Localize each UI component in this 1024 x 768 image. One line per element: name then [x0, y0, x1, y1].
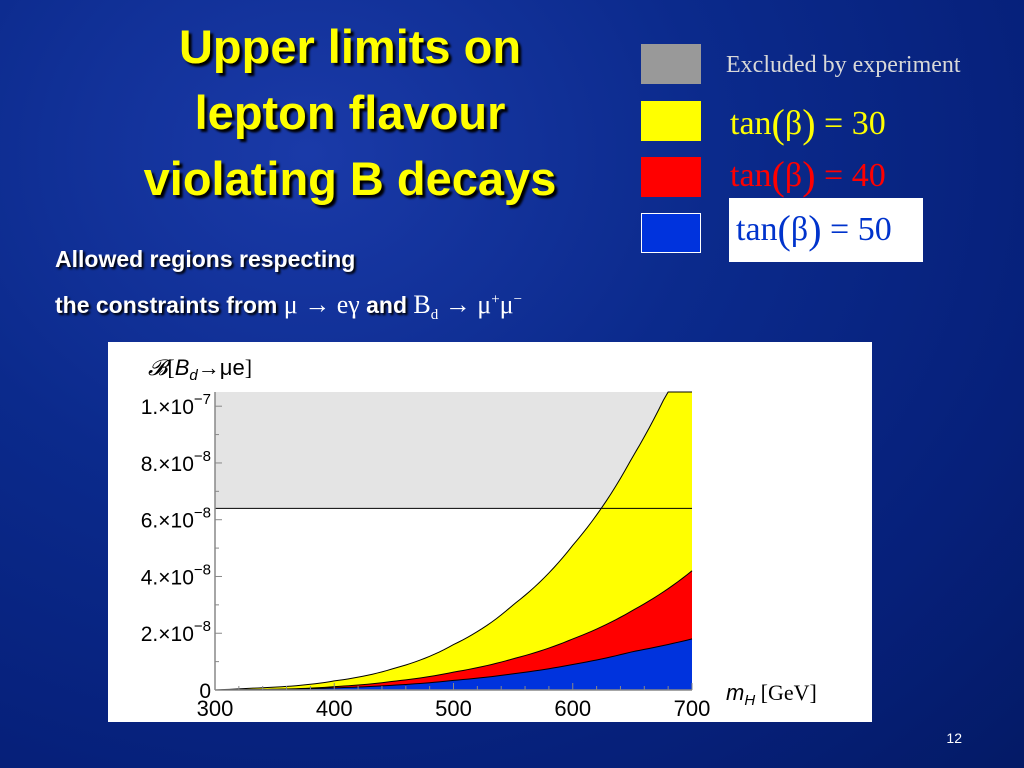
y-tick-label: 1.×10−7: [141, 391, 211, 419]
legend-label-excluded: Excluded by experiment: [726, 52, 961, 78]
subtitle-line-2: the constraints from μ → eγ and Bd → μ+μ…: [55, 290, 522, 324]
legend-label-tan50: tan(β) = 50: [736, 207, 892, 252]
constraints-text: the constraints from: [55, 292, 278, 318]
chart-svg: 300 400 500 600 700 0 2.×10−8 4.×10−8 6.×10−8 8.×…: [141, 355, 817, 721]
legend-swatch-tan30: [641, 101, 701, 141]
legend-label-tan30: tan(β) = 30: [730, 101, 886, 146]
chart-container: 300 400 500 600 700 0 2.×10−8 4.×10−8 6.×10−8 8.×…: [108, 342, 872, 722]
x-tick-label: 600: [554, 696, 591, 721]
page-number: 12: [946, 730, 962, 746]
decay-mu-e-gamma: μ → eγ: [283, 290, 360, 319]
legend-box-tan50: [729, 198, 923, 262]
legend-swatch-tan40: [641, 157, 701, 197]
legend-swatch-tan50: [641, 213, 701, 253]
x-axis-label: mH [GeV]: [726, 680, 817, 709]
legend-label-tan40: tan(β) = 40: [730, 153, 886, 198]
x-tick-label: 400: [316, 696, 353, 721]
y-tick-label: 8.×10−8: [141, 448, 211, 476]
y-tick-label: 4.×10−8: [141, 561, 211, 589]
x-tick-label: 500: [435, 696, 472, 721]
curve-tan30: [214, 391, 692, 691]
legend-swatch-excluded: [641, 44, 701, 84]
y-tick-label: 6.×10−8: [141, 505, 211, 533]
subtitle-line-1: Allowed regions respecting: [55, 246, 356, 272]
decay-bd-mumu: Bd → μ+μ−: [413, 290, 523, 324]
y-axis-label: 𝓑[Bd→μe]: [148, 355, 252, 384]
and-word: and: [366, 292, 408, 318]
area-tan30: [215, 392, 692, 690]
y-tick-label: 0: [199, 680, 211, 703]
area-tan50: [215, 638, 692, 690]
title-line-3: violating B decays: [143, 152, 557, 205]
curve-tan50: [214, 638, 693, 691]
title-line-1: Upper limits on: [178, 20, 522, 73]
x-tick-label: 700: [674, 696, 711, 721]
area-tan40: [215, 570, 692, 690]
excluded-region: [215, 392, 692, 509]
slide-title: Upper limits on lepton flavour violating…: [80, 14, 620, 212]
title-line-2: lepton flavour: [194, 86, 506, 139]
y-tick-label: 2.×10−8: [141, 618, 211, 646]
x-tick-label: 300: [197, 696, 234, 721]
